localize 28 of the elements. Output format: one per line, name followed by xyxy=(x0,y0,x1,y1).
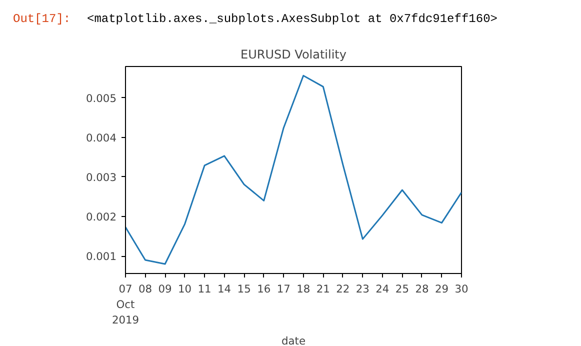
x-tick-label: 21 xyxy=(316,282,330,296)
y-tick-label: 0.002 xyxy=(86,210,117,224)
line-series xyxy=(126,74,462,265)
x-tick-label: 16 xyxy=(257,282,271,296)
y-tick-label: 0.004 xyxy=(86,131,117,144)
y-tick-label: 0.003 xyxy=(86,170,117,184)
x-tick-label: 14 xyxy=(218,282,232,296)
y-tick-label: 0.005 xyxy=(86,92,117,105)
y-tick-label: 0.001 xyxy=(86,250,117,264)
x-tick-label: 30 xyxy=(454,282,468,296)
chart-title: EURUSD Volatility xyxy=(240,48,346,62)
x-tick-label: 25 xyxy=(395,282,409,296)
x-tick-label: 29 xyxy=(434,282,449,296)
x-tick-label: 17 xyxy=(276,282,290,296)
x-tick-label: 15 xyxy=(237,282,251,296)
x-tick-label: 10 xyxy=(178,282,192,296)
x-tick-label: 28 xyxy=(415,282,429,296)
x-tick-label: 23 xyxy=(356,282,370,296)
x-axis-title: date xyxy=(281,334,306,346)
x-tick-label: 07 Oct 2019 xyxy=(112,282,140,327)
x-tick-label: 08 xyxy=(138,282,152,296)
x-tick-label: 22 xyxy=(336,282,350,296)
x-tick-label: 18 xyxy=(296,282,310,296)
x-tick-label: 24 xyxy=(376,282,390,296)
text: Out[17]: xyxy=(13,11,71,28)
x-tick-label: 09 xyxy=(158,282,172,296)
text: <matplotlib.axes._subplots.AxesSubplot at 0x7fdc91eff160> xyxy=(87,11,498,28)
x-tick-label: 11 xyxy=(198,282,212,296)
